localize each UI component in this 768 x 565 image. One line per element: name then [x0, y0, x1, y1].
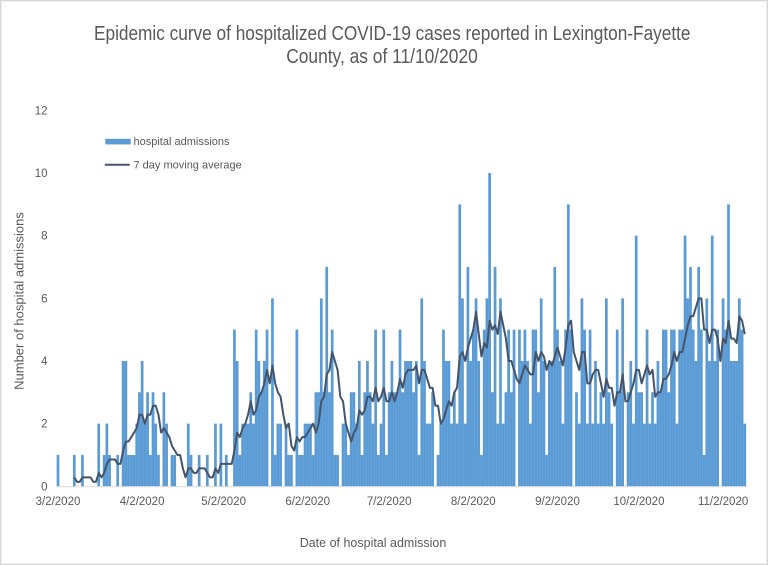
svg-text:2: 2 [41, 419, 47, 431]
svg-text:9/2/2020: 9/2/2020 [535, 496, 580, 508]
svg-text:Epidemic curve of hospitalized: Epidemic curve of hospitalized COVID-19 … [94, 23, 691, 45]
svg-text:6: 6 [41, 293, 47, 305]
svg-text:4: 4 [41, 356, 48, 368]
svg-text:5/2/2020: 5/2/2020 [201, 496, 246, 508]
svg-text:8/2/2020: 8/2/2020 [451, 496, 496, 508]
svg-text:hospital admissions: hospital admissions [134, 136, 230, 148]
svg-text:10/2/2020: 10/2/2020 [613, 496, 664, 508]
svg-text:3/2/2020: 3/2/2020 [36, 496, 81, 508]
svg-text:County, as of 11/10/2020: County, as of 11/10/2020 [286, 46, 478, 68]
svg-text:6/2/2020: 6/2/2020 [285, 496, 330, 508]
svg-text:7/2/2020: 7/2/2020 [367, 496, 412, 508]
svg-text:Number of hospital admissions: Number of hospital admissions [12, 212, 27, 390]
svg-text:8: 8 [41, 231, 47, 243]
svg-text:12: 12 [35, 105, 48, 117]
svg-text:Date of hospital admission: Date of hospital admission [300, 536, 447, 550]
svg-text:7 day moving average: 7 day moving average [134, 160, 242, 172]
svg-text:11/2/2020: 11/2/2020 [698, 496, 748, 508]
svg-text:0: 0 [41, 481, 47, 493]
svg-text:4/2/2020: 4/2/2020 [120, 496, 165, 508]
svg-text:10: 10 [35, 168, 48, 180]
